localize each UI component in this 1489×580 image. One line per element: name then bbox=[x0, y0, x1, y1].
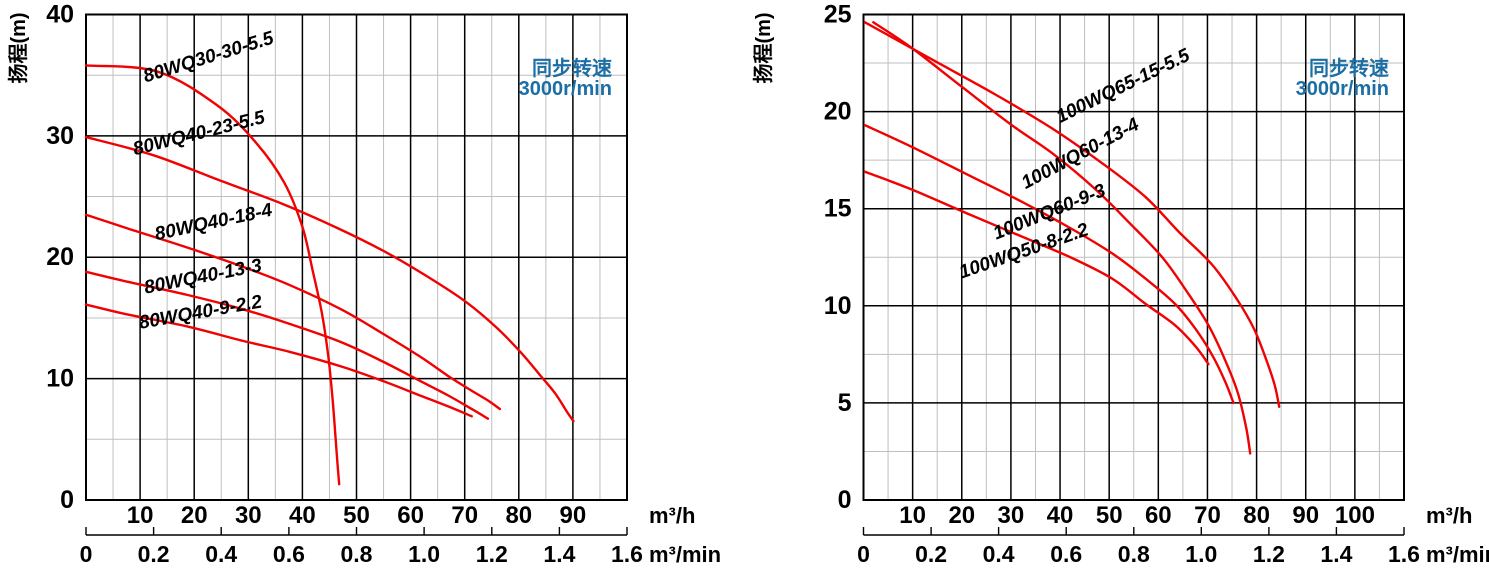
svg-text:30: 30 bbox=[235, 502, 262, 529]
svg-text:0.8: 0.8 bbox=[341, 541, 373, 567]
svg-text:15: 15 bbox=[824, 195, 852, 223]
svg-text:40: 40 bbox=[1047, 502, 1074, 529]
svg-text:0.2: 0.2 bbox=[138, 541, 170, 567]
svg-text:60: 60 bbox=[397, 502, 424, 529]
svg-text:0: 0 bbox=[80, 541, 93, 567]
svg-text:0: 0 bbox=[838, 486, 852, 514]
svg-text:1.6: 1.6 bbox=[611, 541, 643, 567]
svg-text:1.2: 1.2 bbox=[476, 541, 508, 567]
svg-text:1.6: 1.6 bbox=[1388, 541, 1420, 567]
svg-text:m³/h: m³/h bbox=[649, 503, 695, 528]
svg-text:3000r/min: 3000r/min bbox=[519, 78, 612, 100]
svg-text:20: 20 bbox=[948, 502, 975, 529]
svg-text:90: 90 bbox=[1292, 502, 1319, 529]
svg-text:30: 30 bbox=[46, 122, 74, 150]
svg-text:20: 20 bbox=[46, 243, 74, 271]
svg-text:5: 5 bbox=[838, 389, 852, 417]
svg-text:0.4: 0.4 bbox=[983, 541, 1015, 567]
svg-text:0.2: 0.2 bbox=[915, 541, 947, 567]
svg-text:m³/h: m³/h bbox=[1426, 503, 1472, 528]
svg-text:20: 20 bbox=[181, 502, 208, 529]
svg-text:m³/min: m³/min bbox=[649, 542, 721, 567]
svg-text:扬程(m): 扬程(m) bbox=[752, 12, 775, 83]
svg-text:25: 25 bbox=[824, 1, 852, 29]
svg-text:80: 80 bbox=[505, 502, 532, 529]
svg-text:m³/min: m³/min bbox=[1426, 542, 1489, 567]
svg-text:10: 10 bbox=[824, 292, 852, 320]
svg-text:1.0: 1.0 bbox=[408, 541, 440, 567]
svg-text:3000r/min: 3000r/min bbox=[1296, 78, 1389, 100]
svg-text:50: 50 bbox=[1096, 502, 1123, 529]
svg-text:10: 10 bbox=[127, 502, 154, 529]
svg-text:30: 30 bbox=[998, 502, 1025, 529]
svg-text:扬程(m): 扬程(m) bbox=[7, 12, 30, 83]
svg-text:同步转速: 同步转速 bbox=[1309, 56, 1389, 80]
svg-text:1.0: 1.0 bbox=[1185, 541, 1217, 567]
svg-text:10: 10 bbox=[46, 365, 74, 393]
svg-text:0.4: 0.4 bbox=[205, 541, 237, 567]
svg-text:50: 50 bbox=[343, 502, 370, 529]
svg-text:20: 20 bbox=[824, 98, 852, 126]
svg-text:1.4: 1.4 bbox=[543, 541, 575, 567]
svg-text:0.6: 0.6 bbox=[273, 541, 305, 567]
svg-text:同步转速: 同步转速 bbox=[532, 56, 612, 80]
svg-text:70: 70 bbox=[451, 502, 478, 529]
svg-text:10: 10 bbox=[899, 502, 926, 529]
svg-text:100: 100 bbox=[1335, 502, 1375, 529]
svg-text:90: 90 bbox=[560, 502, 587, 529]
svg-text:0: 0 bbox=[857, 541, 870, 567]
svg-text:0.8: 0.8 bbox=[1118, 541, 1150, 567]
svg-text:1.4: 1.4 bbox=[1320, 541, 1352, 567]
svg-text:80: 80 bbox=[1243, 502, 1270, 529]
svg-text:1.2: 1.2 bbox=[1253, 541, 1285, 567]
svg-text:0.6: 0.6 bbox=[1050, 541, 1082, 567]
svg-text:70: 70 bbox=[1194, 502, 1221, 529]
svg-text:0: 0 bbox=[60, 486, 74, 514]
svg-text:40: 40 bbox=[289, 502, 316, 529]
svg-text:40: 40 bbox=[46, 1, 74, 29]
svg-text:60: 60 bbox=[1145, 502, 1172, 529]
